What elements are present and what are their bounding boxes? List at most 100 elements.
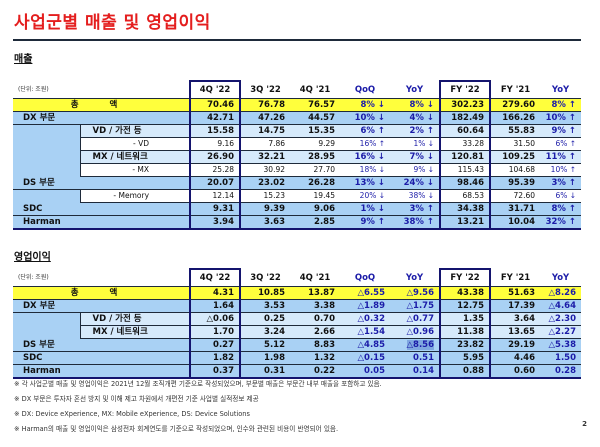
table-row: DS 부문 20.07 23.02 26.28 13% ↓ 24% ↓ 98.46 95.39…	[13, 176, 582, 190]
value-cell: 2% ↑	[390, 124, 441, 138]
value-cell: 12.75	[439, 299, 492, 313]
table-row: Harman 3.94 3.63 2.85 9% ↑ 38% ↑ 13.21 10.04 32%…	[13, 215, 582, 230]
footnote: ※ DX 부문은 투자자 혼선 방지 및 이해 제고 차원에서 개편전 기준 사…	[14, 395, 259, 403]
value-cell: 27.70	[290, 163, 341, 177]
row-label: MX / 네트워크	[79, 150, 191, 164]
value-cell: 8% ↓	[390, 98, 441, 112]
row-label: - MX	[79, 163, 191, 177]
value-cell: 1.32	[290, 351, 341, 365]
header-row: (단위: 조원) 4Q '22 3Q '22 4Q '21 QoQ YoY FY '22 FY…	[13, 268, 582, 287]
value-cell: 23.02	[240, 176, 291, 190]
column-header: YoY	[540, 269, 582, 287]
value-cell: 0.25	[240, 312, 291, 326]
value-cell: 0.27	[189, 338, 242, 352]
value-cell: △0.32	[340, 312, 391, 326]
value-cell: 3% ↑	[390, 202, 441, 216]
value-cell: △8.26	[540, 286, 582, 300]
value-cell: 72.60	[490, 189, 541, 203]
value-cell: 1.98	[240, 351, 291, 365]
value-cell: 23.82	[439, 338, 492, 352]
value-cell: 0.37	[189, 364, 242, 379]
header-row: (단위: 조원) 4Q '22 3Q '22 4Q '21 QoQ YoY FY '22 FY…	[13, 80, 582, 99]
category-spacer	[13, 150, 80, 164]
value-cell: 3.24	[240, 325, 291, 339]
value-cell: 98.46	[439, 176, 492, 190]
value-cell: 0.22	[290, 364, 341, 379]
row-label: DX 부문	[13, 299, 191, 313]
value-cell: 2.66	[290, 325, 341, 339]
value-cell: 18% ↓	[340, 163, 391, 177]
value-cell: 6% ↑	[540, 137, 582, 151]
value-cell: 115.43	[439, 163, 492, 177]
value-cell: 1.50	[540, 351, 582, 365]
revenue-heading: 매출	[14, 54, 33, 65]
row-label: Harman	[13, 215, 191, 230]
category-spacer	[13, 189, 80, 203]
value-cell: △2.27	[540, 325, 582, 339]
value-cell: 38% ↑	[390, 215, 441, 230]
value-cell: △5.38	[540, 338, 582, 352]
selected-value: △8.56	[406, 340, 435, 350]
value-cell: 3.53	[240, 299, 291, 313]
value-cell: 7.86	[240, 137, 291, 151]
value-cell: 9.06	[290, 202, 341, 216]
value-cell: 19.45	[290, 189, 341, 203]
value-cell: 1.64	[189, 299, 242, 313]
footnote: ※ Harman의 매출 및 영업이익은 삼성전자 회계연도를 기준으로 작성되…	[14, 425, 339, 433]
value-cell: 0.31	[240, 364, 291, 379]
value-cell: 68.53	[439, 189, 492, 203]
column-header: FY '22	[439, 80, 492, 99]
table-row: Harman 0.37 0.31 0.22 0.05 0.14 0.88 0.60 0.28	[13, 364, 582, 379]
page-title: 사업군별 매출 및 영업이익	[14, 13, 211, 33]
value-cell: 9% ↑	[540, 124, 582, 138]
value-cell: 0.28	[540, 364, 582, 379]
value-cell: 0.60	[490, 364, 541, 379]
row-label: DX 부문	[13, 111, 191, 125]
value-cell: 182.49	[439, 111, 492, 125]
value-cell: 15.35	[290, 124, 341, 138]
value-cell: 3.64	[490, 312, 541, 326]
value-cell: 20% ↓	[340, 189, 391, 203]
category-spacer	[13, 325, 80, 339]
footnote: ※ 각 사업군별 매출 및 영업이익은 2021년 12월 조직개편 기준으로 …	[14, 380, 382, 388]
table-row: - VD 9.16 7.86 9.29 16% ↑ 1% ↓ 33.28 31.50 6% ↑	[13, 137, 582, 151]
value-cell: 34.38	[439, 202, 492, 216]
value-cell: 17.39	[490, 299, 541, 313]
value-cell: 15.58	[189, 124, 242, 138]
value-cell: 10% ↓	[340, 111, 391, 125]
value-cell: 12.14	[189, 189, 242, 203]
value-cell: 13% ↓	[340, 176, 391, 190]
value-cell: 95.39	[490, 176, 541, 190]
table-row: DX 부문 1.64 3.53 3.38 △1.89 △1.75 12.75 17.39 △4.…	[13, 299, 582, 313]
value-cell: 8% ↑	[540, 202, 582, 216]
value-cell: △1.75	[390, 299, 441, 313]
table-row: MX / 네트워크 1.70 3.24 2.66 △1.54 △0.96 11.38 13.6…	[13, 325, 582, 339]
table-row: MX / 네트워크 26.90 32.21 28.95 16% ↓ 7% ↓ 120.81 1…	[13, 150, 582, 164]
revenue-table: (단위: 조원) 4Q '22 3Q '22 4Q '21 QoQ YoY FY '22 FY…	[13, 80, 582, 230]
value-cell: △8.56	[390, 338, 441, 352]
value-cell: 1.35	[439, 312, 492, 326]
value-cell: 33.28	[439, 137, 492, 151]
value-cell: 31.71	[490, 202, 541, 216]
value-cell: 279.60	[490, 98, 541, 112]
category-spacer	[13, 163, 80, 177]
value-cell: 51.63	[490, 286, 541, 300]
value-cell: 1.70	[189, 325, 242, 339]
value-cell: 32.21	[240, 150, 291, 164]
column-header: 4Q '22	[189, 80, 242, 99]
value-cell: 0.88	[439, 364, 492, 379]
row-label: DS 부문	[13, 176, 191, 190]
value-cell: 60.64	[439, 124, 492, 138]
value-cell: △2.30	[540, 312, 582, 326]
value-cell: 166.26	[490, 111, 541, 125]
value-cell: △0.77	[390, 312, 441, 326]
value-cell: 11% ↑	[540, 150, 582, 164]
value-cell: 8% ↓	[340, 98, 391, 112]
table-row: VD / 가전 등 15.58 14.75 15.35 6% ↑ 2% ↑ 60.64 55.…	[13, 124, 582, 138]
table-row: 총 액 4.31 10.85 13.87 △6.55 △9.56 43.38 51.63 △8.…	[13, 286, 582, 300]
row-label: Harman	[13, 364, 191, 379]
column-header: 3Q '22	[240, 81, 291, 99]
value-cell: 76.78	[240, 98, 291, 112]
value-cell: 16% ↑	[340, 137, 391, 151]
value-cell: 0.05	[340, 364, 391, 379]
